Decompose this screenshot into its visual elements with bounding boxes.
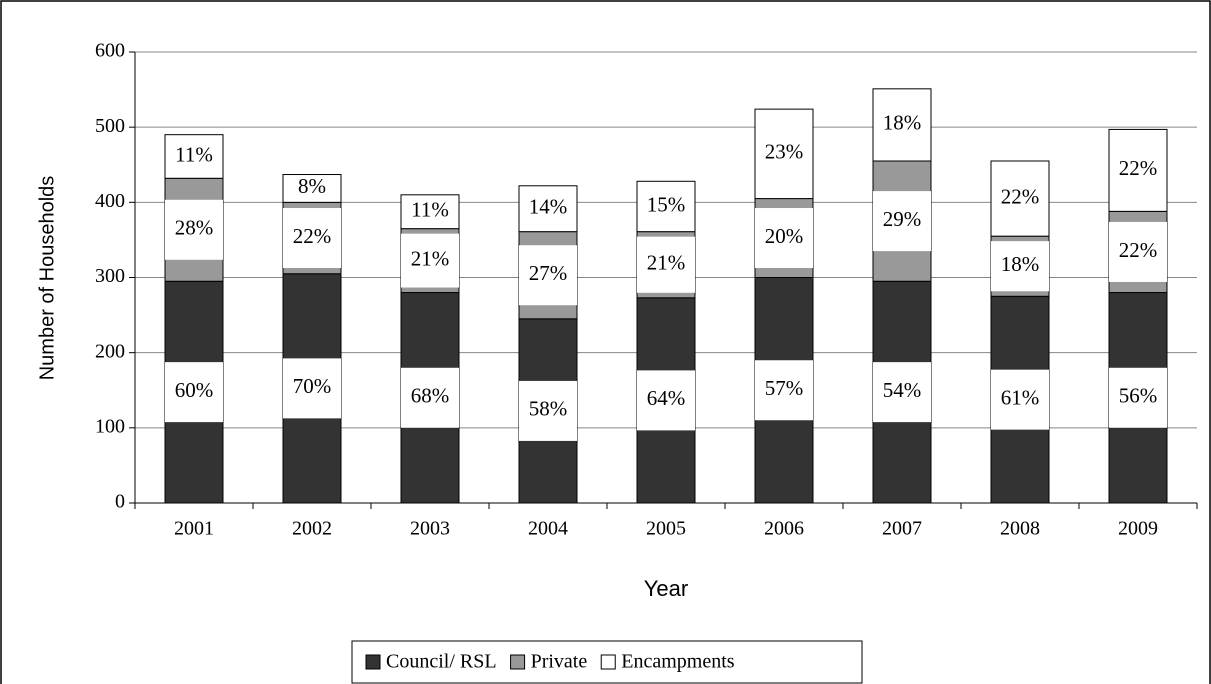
value-label: 70% (293, 374, 332, 398)
value-label: 11% (411, 198, 449, 222)
label-box (755, 360, 813, 421)
bar-segment (518, 185, 578, 233)
y-axis-title: Number of Households (36, 176, 58, 381)
value-label: 54% (883, 378, 922, 402)
y-tick-label: 400 (95, 190, 125, 212)
value-label: 22% (1119, 156, 1158, 180)
value-label: 22% (1119, 238, 1158, 262)
label-box (755, 208, 813, 269)
value-label: 20% (765, 224, 804, 248)
label-box (637, 370, 695, 431)
y-tick-label: 100 (95, 415, 125, 437)
legend-label: Private (531, 651, 588, 673)
legend-label: Encampments (621, 651, 735, 673)
value-label: 11% (175, 142, 213, 166)
label-box (283, 358, 341, 419)
legend-swatch (365, 654, 381, 670)
value-label: 8% (298, 174, 326, 198)
label-box (1109, 367, 1167, 428)
bar-segment (636, 180, 696, 233)
legend-label: Council/ RSL (386, 651, 497, 673)
value-label: 60% (175, 378, 214, 402)
y-tick-label: 500 (95, 115, 125, 137)
label-box (1109, 221, 1167, 282)
value-label: 56% (1119, 384, 1158, 408)
bar-segment (754, 108, 814, 200)
x-axis-title: Year (644, 576, 688, 601)
value-label: 22% (1001, 184, 1040, 208)
label-box (991, 241, 1049, 292)
value-label: 64% (647, 386, 686, 410)
x-tick-label: 2008 (1000, 518, 1040, 540)
x-tick-label: 2005 (646, 518, 686, 540)
x-tick-label: 2003 (410, 518, 450, 540)
value-label: 21% (647, 251, 686, 275)
value-label: 58% (529, 397, 568, 421)
label-box (873, 191, 931, 252)
value-label: 21% (411, 246, 450, 270)
bar-segment (1108, 128, 1168, 212)
label-box (873, 362, 931, 423)
label-box (991, 369, 1049, 430)
label-box (637, 236, 695, 293)
value-label: 18% (1001, 252, 1040, 276)
y-tick-label: 300 (95, 265, 125, 287)
label-box (401, 367, 459, 428)
y-tick-label: 200 (95, 340, 125, 362)
bar-segment (400, 194, 460, 230)
legend-swatch (510, 654, 526, 670)
label-box (165, 199, 223, 260)
label-box (283, 208, 341, 269)
value-label: 57% (765, 376, 804, 400)
value-label: 23% (765, 140, 804, 164)
x-tick-label: 2002 (292, 518, 332, 540)
label-box (401, 233, 459, 288)
label-box (519, 245, 577, 306)
label-box (519, 380, 577, 441)
value-label: 61% (1001, 385, 1040, 409)
value-label: 14% (529, 195, 568, 219)
bar-segment (164, 134, 224, 179)
x-tick-label: 2006 (764, 518, 804, 540)
label-box (165, 362, 223, 423)
value-label: 22% (293, 224, 332, 248)
y-tick-label: 0 (115, 491, 125, 513)
x-tick-label: 2001 (174, 518, 214, 540)
value-label: 27% (529, 261, 568, 285)
bar-segment (282, 174, 342, 203)
value-label: 18% (883, 111, 922, 135)
value-label: 29% (883, 207, 922, 231)
bar-segment (872, 88, 932, 162)
y-tick-label: 600 (95, 40, 125, 62)
bar-segment (990, 160, 1050, 237)
value-label: 15% (647, 192, 686, 216)
x-tick-label: 2009 (1118, 518, 1158, 540)
x-tick-label: 2004 (528, 518, 568, 540)
x-tick-label: 2007 (882, 518, 922, 540)
value-label: 68% (411, 384, 450, 408)
value-label: 28% (175, 216, 214, 240)
legend-swatch (600, 654, 616, 670)
